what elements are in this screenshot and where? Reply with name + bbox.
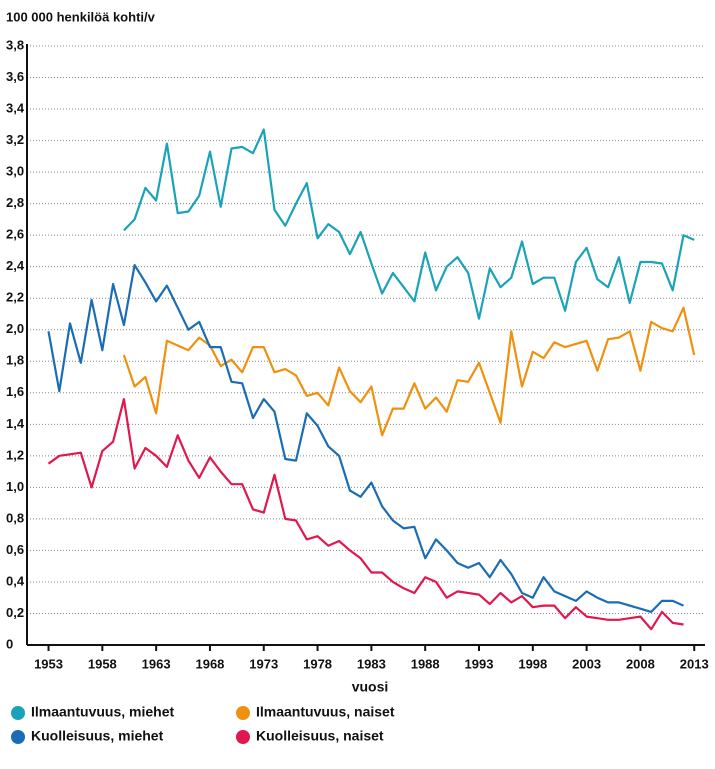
y-tick-label: 0,4 (6, 573, 25, 588)
y-tick-label: 0 (6, 636, 13, 651)
y-tick-label: 3,8 (6, 37, 24, 52)
y-tick-label: 1,2 (6, 447, 24, 462)
legend-label: Ilmaantuvuus, naiset (256, 704, 395, 720)
x-tick-label: 1973 (249, 656, 278, 671)
x-tick-label: 1998 (518, 656, 547, 671)
y-tick-label: 0,8 (6, 510, 24, 525)
y-tick-label: 1,6 (6, 384, 24, 399)
y-tick-label: 2,4 (6, 258, 25, 273)
x-tick-label: 1978 (303, 656, 332, 671)
y-tick-label: 3,4 (6, 100, 25, 115)
x-tick-label: 1953 (34, 656, 63, 671)
legend-marker (236, 706, 250, 720)
legend-marker (236, 730, 250, 744)
series-line (47, 264, 684, 613)
y-tick-label: 1,4 (6, 416, 25, 431)
x-tick-label: 2003 (572, 656, 601, 671)
x-tick-label: 1968 (195, 656, 224, 671)
y-tick-label: 3,2 (6, 132, 24, 147)
legend-marker (11, 730, 25, 744)
y-tick-label: 2,8 (6, 195, 24, 210)
x-tick-label: 2013 (680, 656, 709, 671)
series-line (47, 398, 684, 631)
series-line (123, 128, 695, 320)
legend-marker (11, 706, 25, 720)
y-tick-label: 2,6 (6, 227, 24, 242)
y-tick-label: 0,6 (6, 542, 24, 557)
y-tick-label: 0,2 (6, 605, 24, 620)
legend-label: Kuolleisuus, miehet (31, 728, 164, 744)
x-tick-label: 1963 (142, 656, 171, 671)
x-axis-label: vuosi (352, 679, 389, 695)
legend-label: Kuolleisuus, naiset (256, 728, 384, 744)
y-tick-label: 1,0 (6, 479, 24, 494)
y-axis-label: 100 000 henkilöä kohti/v (6, 9, 156, 24)
x-tick-label: 1993 (465, 656, 494, 671)
x-tick-label: 2008 (626, 656, 655, 671)
y-tick-label: 3,0 (6, 164, 24, 179)
y-tick-label: 1,8 (6, 353, 24, 368)
y-tick-label: 2,2 (6, 290, 24, 305)
series-line (122, 306, 696, 437)
x-tick-label: 1958 (88, 656, 117, 671)
y-tick-label: 2,0 (6, 321, 24, 336)
x-tick-label: 1983 (357, 656, 386, 671)
y-tick-label: 3,6 (6, 69, 24, 84)
x-tick-label: 1988 (411, 656, 440, 671)
legend-label: Ilmaantuvuus, miehet (31, 704, 174, 720)
